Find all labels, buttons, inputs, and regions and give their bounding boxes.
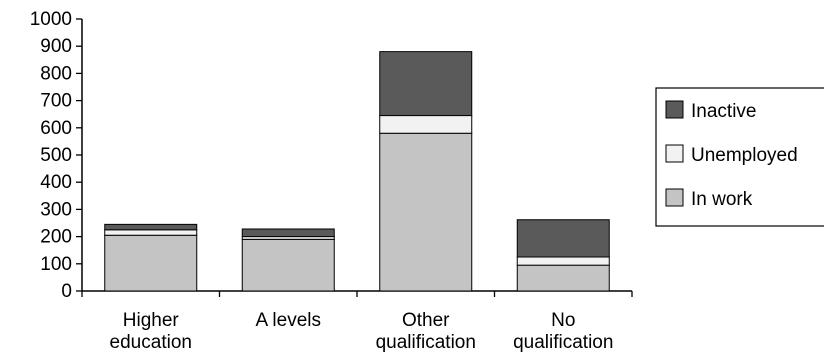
bar-segment-unemployed — [104, 229, 198, 236]
y-tick-label: 300 — [40, 199, 72, 220]
y-tick-label: 400 — [40, 172, 72, 193]
legend-label-unemployed: Unemployed — [691, 145, 798, 166]
bar-segment-in-work — [104, 234, 198, 292]
x-category-label: qualification — [376, 332, 476, 353]
bar-segment-inactive — [516, 219, 610, 258]
x-category-label: A levels — [256, 310, 321, 331]
bar-segment-inactive — [241, 228, 335, 238]
bar-segment-in-work — [241, 238, 335, 292]
x-category-label: qualification — [513, 332, 613, 353]
chart-legend: Inactive Unemployed In work — [655, 87, 824, 227]
legend-swatch-inactive — [665, 100, 684, 119]
x-category-label: Other — [402, 310, 450, 331]
y-tick-label: 900 — [40, 36, 72, 57]
chart-labels: 0 100 200 300 400 500 600 700 800 900 1000 Highered… — [30, 9, 614, 353]
legend-box — [655, 87, 824, 227]
y-tick-label: 1000 — [30, 9, 72, 30]
bar-segment-unemployed — [379, 115, 473, 134]
legend-label-in-work: In work — [691, 189, 753, 210]
bar-segment-inactive — [104, 223, 198, 231]
legend-swatch-in-work — [665, 188, 684, 207]
legend-swatch-unemployed — [665, 144, 684, 163]
x-category-label: No — [551, 310, 575, 331]
bar-segment-in-work — [516, 264, 610, 292]
bar-segment-inactive — [379, 51, 473, 117]
y-tick-label: 600 — [40, 118, 72, 139]
bar-segment-unemployed — [516, 256, 610, 266]
y-tick-label: 200 — [40, 227, 72, 248]
y-tick-label: 0 — [61, 281, 72, 302]
chart-bars — [104, 51, 610, 292]
y-tick-label: 100 — [40, 254, 72, 275]
x-category-label: education — [110, 332, 192, 353]
legend-label-inactive: Inactive — [691, 101, 756, 122]
y-tick-label: 700 — [40, 91, 72, 112]
x-category-label: Higher — [123, 310, 180, 331]
y-tick-label: 800 — [40, 63, 72, 84]
y-tick-label: 500 — [40, 145, 72, 166]
bar-segment-in-work — [379, 132, 473, 292]
